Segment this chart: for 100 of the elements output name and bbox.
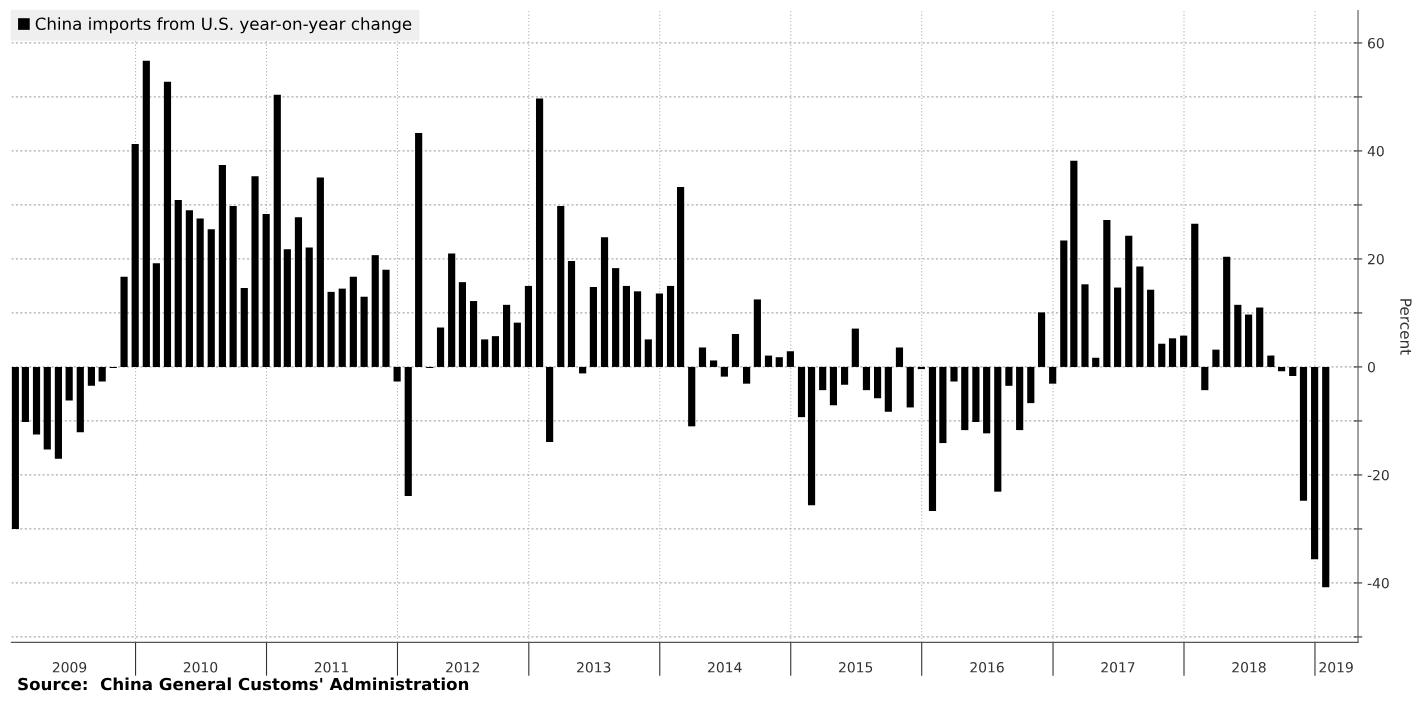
bar xyxy=(393,366,401,382)
bar xyxy=(546,366,554,442)
y-tick-label: 60 xyxy=(1368,37,1384,49)
bar xyxy=(666,285,675,367)
bar xyxy=(720,366,728,377)
bar xyxy=(862,366,871,391)
bar xyxy=(32,366,41,435)
bar xyxy=(436,327,445,367)
bar xyxy=(502,304,511,367)
bar xyxy=(196,218,204,367)
bar xyxy=(928,366,937,512)
bar xyxy=(972,366,980,423)
bar xyxy=(349,276,357,367)
y-axis-title: Percent xyxy=(1400,299,1412,355)
y-tick-label: 20 xyxy=(1368,253,1384,265)
bar xyxy=(54,366,62,459)
bar xyxy=(207,229,215,367)
bar xyxy=(1060,240,1068,367)
bar xyxy=(1168,338,1177,367)
bar xyxy=(1245,314,1253,367)
bar xyxy=(415,133,423,367)
bar xyxy=(251,176,259,367)
bar xyxy=(677,187,685,367)
bar xyxy=(731,333,740,367)
bar xyxy=(600,237,609,367)
bar xyxy=(1191,223,1199,367)
bar xyxy=(1311,366,1319,560)
bar xyxy=(622,285,630,367)
bar xyxy=(218,164,226,367)
bar xyxy=(76,366,84,433)
x-tick-label: 2016 xyxy=(970,662,1004,673)
bar xyxy=(163,81,172,367)
y-tick-label: -40 xyxy=(1367,577,1389,589)
bar xyxy=(382,269,390,367)
x-tick-label: 2013 xyxy=(577,662,611,673)
bar xyxy=(1114,287,1122,367)
bar xyxy=(1322,366,1330,588)
bar xyxy=(294,217,303,367)
bar xyxy=(316,177,324,367)
bar xyxy=(819,366,827,391)
bar xyxy=(1125,235,1133,367)
legend-label: China imports from U.S. year-on-year change xyxy=(35,17,412,34)
y-tick-label: 0 xyxy=(1367,361,1375,373)
bar xyxy=(1049,366,1057,384)
x-tick-label: 2017 xyxy=(1101,662,1135,673)
bar xyxy=(567,261,576,367)
bar xyxy=(612,268,620,367)
bar xyxy=(644,339,652,367)
bar xyxy=(950,366,958,382)
bar xyxy=(1147,289,1155,367)
bar xyxy=(1256,307,1264,367)
bar xyxy=(1180,335,1188,367)
bar xyxy=(65,366,73,401)
bar xyxy=(829,366,838,406)
bar xyxy=(43,366,51,450)
bar xyxy=(371,255,379,367)
bar xyxy=(458,282,467,367)
bar xyxy=(87,366,95,386)
bar xyxy=(807,366,816,506)
bar xyxy=(764,355,773,367)
bar xyxy=(305,247,313,367)
x-tick-label: 2011 xyxy=(314,662,348,673)
bar xyxy=(98,366,106,382)
bar xyxy=(240,288,248,367)
bar xyxy=(906,366,914,408)
bar xyxy=(524,285,533,367)
bar xyxy=(11,366,19,529)
bar xyxy=(797,366,806,418)
bar xyxy=(174,200,182,367)
bar xyxy=(1234,304,1242,367)
bar xyxy=(939,366,947,444)
bar xyxy=(961,366,969,431)
bar xyxy=(1005,366,1013,386)
bar xyxy=(1299,366,1308,501)
bar xyxy=(1070,160,1078,367)
source-note: Source: China General Customs' Administration xyxy=(18,677,469,691)
bar xyxy=(1289,366,1297,377)
bar xyxy=(185,210,193,367)
bar xyxy=(131,143,139,367)
y-tick-label: -20 xyxy=(1367,469,1389,481)
bar xyxy=(469,301,478,367)
bar xyxy=(655,293,663,367)
bar xyxy=(1267,355,1275,367)
bar xyxy=(873,366,882,399)
bar xyxy=(1136,266,1144,367)
bar xyxy=(557,206,565,367)
bar xyxy=(840,366,849,385)
bar xyxy=(142,60,150,367)
bar xyxy=(775,357,783,367)
bar xyxy=(1212,349,1220,367)
bar xyxy=(688,366,696,427)
bar xyxy=(262,214,270,367)
x-tick-label: 2010 xyxy=(183,662,218,673)
bar xyxy=(710,360,718,367)
x-tick-label: 2012 xyxy=(446,662,480,673)
bar xyxy=(120,276,128,367)
bar xyxy=(1027,366,1035,404)
x-tick-label: 2019 xyxy=(1319,662,1353,673)
bar xyxy=(21,366,29,423)
bar xyxy=(481,339,489,367)
